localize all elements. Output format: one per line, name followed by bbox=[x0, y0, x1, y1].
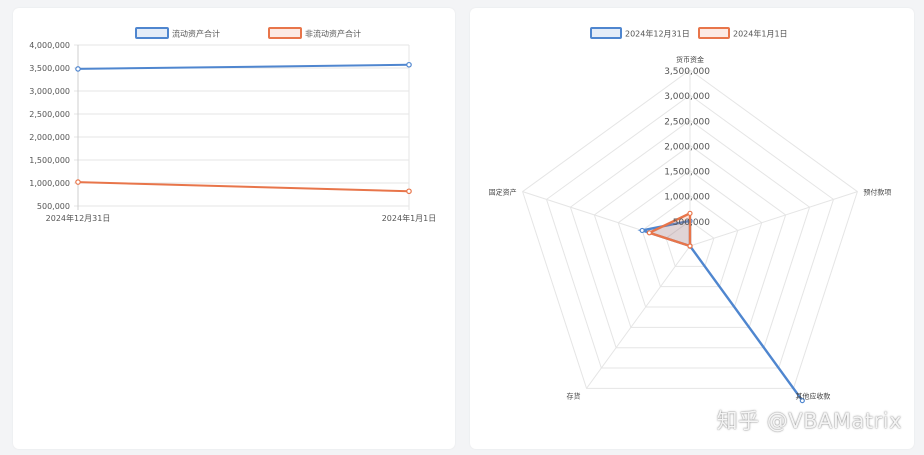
legend-item: 2024年1月1日 bbox=[698, 27, 788, 39]
y-tick-label: 1,000,000 bbox=[29, 179, 70, 188]
data-point bbox=[406, 188, 412, 195]
radar-chart-card: 2024年12月31日 2024年1月1日 500,000 1,000,000 1,50… bbox=[470, 8, 914, 449]
radar-tick-label: 3,500,000 bbox=[664, 67, 710, 77]
radar-tick-label: 3,000,000 bbox=[664, 92, 710, 102]
y-tick-label: 2,000,000 bbox=[29, 133, 70, 142]
legend-swatch bbox=[268, 27, 302, 39]
radar-point bbox=[639, 227, 645, 234]
data-point bbox=[75, 66, 81, 72]
y-tick-label: 500,000 bbox=[37, 202, 70, 211]
legend-swatch bbox=[698, 27, 730, 39]
radar-point bbox=[687, 243, 693, 249]
radar-tick-label: 500,000 bbox=[673, 218, 710, 228]
x-tick-label: 2024年12月31日 bbox=[46, 213, 111, 223]
series-line bbox=[77, 63, 410, 70]
radar-grid-ring bbox=[522, 69, 858, 389]
radar-point bbox=[799, 397, 805, 404]
radar-tick-label: 1,500,000 bbox=[664, 168, 710, 178]
legend-item: 流动资产合计 bbox=[135, 27, 220, 39]
radar-axis-label: 存货 bbox=[567, 391, 581, 400]
radar-tick-label: 1,000,000 bbox=[664, 193, 710, 203]
radar-chart: 2024年12月31日 2024年1月1日 500,000 1,000,000 1,50… bbox=[489, 27, 891, 404]
radar-point bbox=[687, 210, 693, 216]
radar-series-area bbox=[637, 219, 804, 402]
radar-spoke bbox=[586, 245, 691, 389]
legend-item: 非流动资产合计 bbox=[268, 27, 361, 39]
y-tick-label: 1,500,000 bbox=[29, 156, 70, 165]
legend-item: 2024年12月31日 bbox=[590, 27, 690, 39]
radar-grid-ring bbox=[593, 144, 787, 328]
radar-grid-ring bbox=[665, 220, 715, 267]
x-tick-label: 2024年1月1日 bbox=[382, 213, 437, 223]
radar-series-area bbox=[646, 211, 692, 248]
data-point bbox=[75, 179, 81, 185]
radar-grid-ring bbox=[569, 119, 811, 349]
radar-axis-label: 固定资产 bbox=[489, 188, 517, 197]
radar-point bbox=[646, 230, 652, 236]
series-line bbox=[77, 181, 410, 193]
radar-axis-label: 货币资金 bbox=[676, 55, 704, 64]
y-tick-label: 3,000,000 bbox=[29, 87, 70, 96]
radar-axis-label: 其他应收款 bbox=[795, 391, 830, 400]
legend-label: 流动资产合计 bbox=[172, 29, 220, 39]
line-chart-card: 流动资产合计 非流动资产合计 4,000,000 3,500,000 3,000,000… bbox=[13, 8, 455, 449]
radar-tick-label: 2,500,000 bbox=[664, 117, 710, 127]
legend-swatch bbox=[135, 27, 169, 39]
watermark: 知乎 @VBAMatrix bbox=[716, 409, 902, 433]
y-tick-label: 3,500,000 bbox=[29, 64, 70, 73]
radar-grid-ring bbox=[545, 94, 835, 369]
legend-label: 非流动资产合计 bbox=[305, 29, 361, 39]
legend-label: 2024年1月1日 bbox=[733, 29, 788, 39]
radar-axis-label: 预付款项 bbox=[863, 188, 891, 197]
legend-label: 2024年12月31日 bbox=[625, 29, 690, 39]
legend-swatch bbox=[590, 27, 622, 39]
data-point bbox=[406, 61, 412, 68]
radar-grid-ring bbox=[617, 169, 763, 308]
radar-spoke bbox=[689, 191, 858, 247]
y-tick-label: 2,500,000 bbox=[29, 110, 70, 119]
y-tick-label: 4,000,000 bbox=[29, 41, 70, 50]
radar-tick-label: 2,000,000 bbox=[664, 142, 710, 152]
radar-grid-ring bbox=[641, 195, 739, 288]
line-chart: 流动资产合计 非流动资产合计 4,000,000 3,500,000 3,000,000… bbox=[29, 27, 437, 223]
